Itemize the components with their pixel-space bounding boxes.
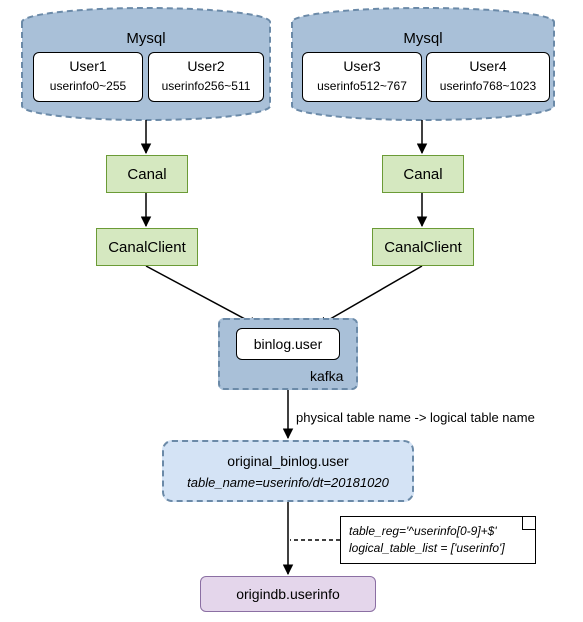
client-left-label: CanalClient — [108, 239, 186, 256]
db-right-title: Mysql — [292, 30, 554, 47]
canal-right-box: Canal — [382, 155, 464, 193]
db-left-box2: User2 userinfo256~511 — [148, 52, 264, 102]
config-note: table_reg='^userinfo[0-9]+$' logical_tab… — [340, 516, 536, 564]
db-right-box2-title: User4 — [469, 58, 506, 74]
db-left-title: Mysql — [22, 30, 270, 47]
note-line1: table_reg='^userinfo[0-9]+$' — [349, 523, 527, 540]
db-left-box2-range: userinfo256~511 — [149, 79, 263, 95]
final-box: origindb.userinfo — [200, 576, 376, 612]
db-right-box1: User3 userinfo512~767 — [302, 52, 422, 102]
kafka-inner-box: binlog.user — [236, 328, 340, 360]
kafka-inner-label: binlog.user — [254, 336, 323, 352]
table-map-label: physical table name -> logical table nam… — [296, 410, 535, 425]
canal-right-label: Canal — [403, 166, 442, 183]
original-title: original_binlog.user — [227, 453, 348, 469]
final-label: origindb.userinfo — [236, 586, 340, 602]
db-left-box1-range: userinfo0~255 — [34, 79, 142, 95]
note-line2: logical_table_list = ['userinfo'] — [349, 540, 527, 557]
db-right-box1-title: User3 — [343, 58, 380, 74]
canal-left-label: Canal — [127, 166, 166, 183]
original-subtitle: table_name=userinfo/dt=20181020 — [187, 475, 389, 490]
db-right-box1-range: userinfo512~767 — [303, 79, 421, 95]
db-right-box2-range: userinfo768~1023 — [427, 79, 549, 95]
kafka-label: kafka — [310, 368, 343, 384]
original-binlog-box: original_binlog.user table_name=userinfo… — [162, 440, 414, 502]
canal-left-box: Canal — [106, 155, 188, 193]
db-right-box2: User4 userinfo768~1023 — [426, 52, 550, 102]
client-right-box: CanalClient — [372, 228, 474, 266]
db-left-box1-title: User1 — [69, 58, 106, 74]
db-left-box2-title: User2 — [187, 58, 224, 74]
db-left-box1: User1 userinfo0~255 — [33, 52, 143, 102]
client-left-box: CanalClient — [96, 228, 198, 266]
client-right-label: CanalClient — [384, 239, 462, 256]
